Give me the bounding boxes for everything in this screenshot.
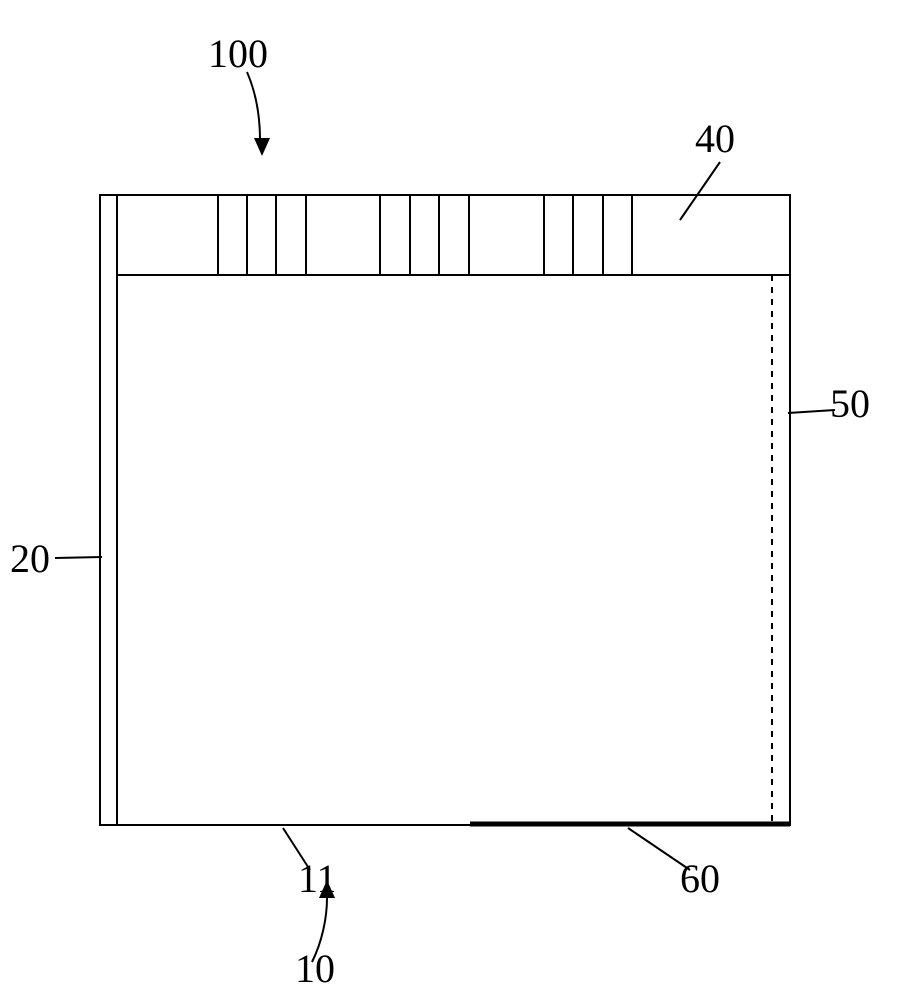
leader-40 [680,162,720,220]
main-rect [100,195,790,825]
label-100: 100 [208,30,268,77]
leader-50 [788,410,835,413]
arrow-100 [254,138,270,156]
label-60: 60 [680,855,720,902]
leader-100 [247,72,260,140]
schematic-diagram [0,0,909,1000]
label-50: 50 [830,380,870,427]
label-10: 10 [295,945,335,992]
label-20: 20 [10,535,50,582]
label-11: 11 [298,855,337,902]
leader-20 [55,557,102,558]
label-40: 40 [695,115,735,162]
